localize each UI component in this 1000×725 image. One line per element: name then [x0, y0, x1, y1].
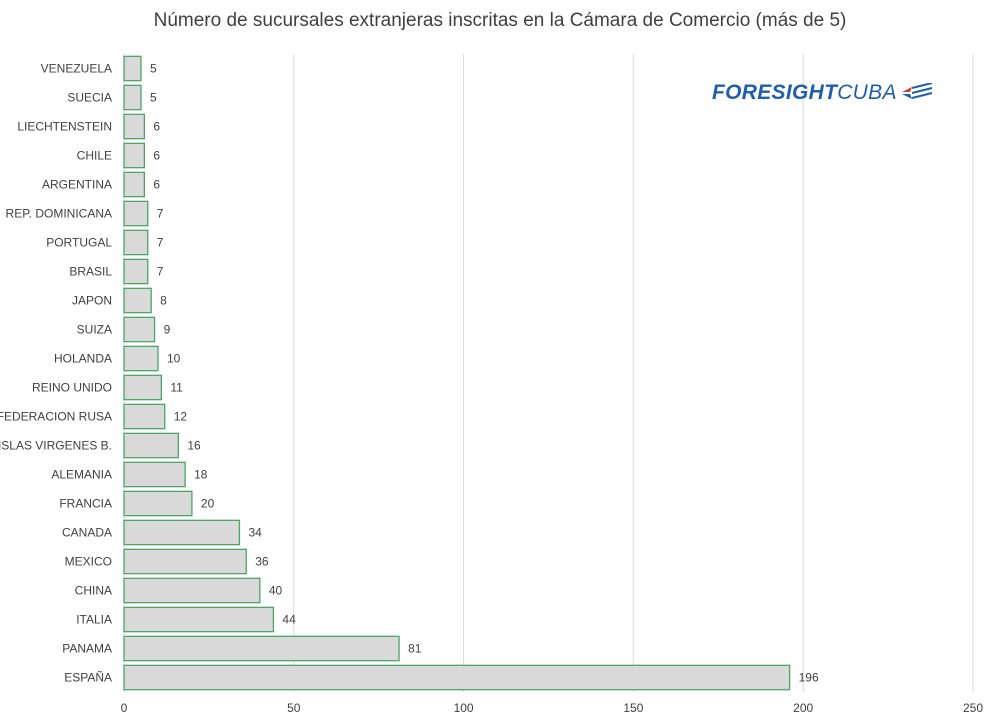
bar — [123, 490, 193, 517]
data-label: 44 — [282, 613, 296, 627]
x-tick-label: 150 — [623, 701, 643, 715]
bar — [123, 606, 275, 633]
data-label: 7 — [157, 207, 164, 221]
foresight-cuba-logo: FORESIGHTCUBA — [712, 80, 934, 106]
category-label: ISLAS VIRGENES B. — [0, 439, 112, 453]
category-label: SUIZA — [77, 323, 112, 337]
bar — [123, 548, 247, 575]
bar — [123, 403, 166, 430]
data-label: 8 — [160, 294, 167, 308]
category-label: CANADA — [62, 526, 112, 540]
data-label: 36 — [255, 555, 269, 569]
data-label: 7 — [157, 236, 164, 250]
category-label: CHINA — [75, 584, 112, 598]
category-label: REP. DOMINICANA — [6, 207, 112, 221]
bar — [123, 519, 241, 546]
labels: 0 50 100 150 200 250 VENEZUELA 5 SUECIA 5 LIECHTEN… — [0, 62, 983, 716]
bar — [123, 171, 146, 198]
bar — [123, 461, 186, 488]
bar — [123, 200, 149, 227]
data-label: 81 — [408, 642, 422, 656]
bar — [123, 142, 146, 169]
data-label: 196 — [799, 671, 819, 685]
category-label: FRANCIA — [59, 497, 112, 511]
bar — [123, 229, 149, 256]
x-tick-label: 50 — [287, 701, 301, 715]
data-label: 6 — [153, 149, 160, 163]
category-label: BRASIL — [69, 265, 112, 279]
bar — [123, 635, 400, 662]
bar — [123, 84, 142, 111]
bar — [123, 374, 163, 401]
data-label: 6 — [153, 120, 160, 134]
gridlines — [123, 54, 974, 692]
bar — [123, 432, 179, 459]
bar — [123, 316, 156, 343]
data-label: 40 — [269, 584, 283, 598]
category-label: SUECIA — [67, 91, 112, 105]
data-label: 9 — [164, 323, 171, 337]
bar — [123, 113, 146, 140]
logo-text-light: CUBA — [837, 81, 897, 104]
bar — [123, 55, 142, 82]
data-label: 20 — [201, 497, 215, 511]
bar — [123, 345, 159, 372]
category-label: CHILE — [77, 149, 112, 163]
data-label: 5 — [150, 91, 157, 105]
x-tick-label: 200 — [793, 701, 813, 715]
data-label: 12 — [174, 410, 188, 424]
category-label: HOLANDA — [54, 352, 112, 366]
x-tick-label: 0 — [121, 701, 128, 715]
data-label: 7 — [157, 265, 164, 279]
bar — [123, 577, 261, 604]
data-label: 6 — [153, 178, 160, 192]
bars — [123, 55, 791, 691]
x-tick-label: 250 — [963, 701, 983, 715]
category-label: REINO UNIDO — [32, 381, 112, 395]
bar — [123, 664, 791, 691]
data-label: 5 — [150, 62, 157, 76]
data-label: 16 — [187, 439, 201, 453]
logo-text-bold: FORESIGHT — [712, 81, 838, 104]
category-label: ITALIA — [76, 613, 112, 627]
chart-title: Número de sucursales extranjeras inscrit… — [153, 10, 847, 31]
data-label: 34 — [248, 526, 262, 540]
category-label: PANAMA — [62, 642, 112, 656]
category-label: VENEZUELA — [41, 62, 112, 76]
data-label: 11 — [170, 381, 183, 395]
category-label: MEXICO — [65, 555, 112, 569]
category-label: PORTUGAL — [46, 236, 112, 250]
category-label: ALEMANIA — [51, 468, 112, 482]
category-label: FEDERACION RUSA — [0, 410, 112, 424]
bar — [123, 287, 152, 314]
data-label: 10 — [167, 352, 181, 366]
category-label: JAPON — [72, 294, 112, 308]
category-label: LIECHTENSTEIN — [17, 120, 112, 134]
category-label: ESPAÑA — [64, 671, 112, 685]
category-label: ARGENTINA — [42, 178, 112, 192]
bar — [123, 258, 149, 285]
logo-arrows-icon — [901, 83, 933, 99]
x-tick-label: 100 — [454, 701, 474, 715]
data-label: 18 — [194, 468, 208, 482]
